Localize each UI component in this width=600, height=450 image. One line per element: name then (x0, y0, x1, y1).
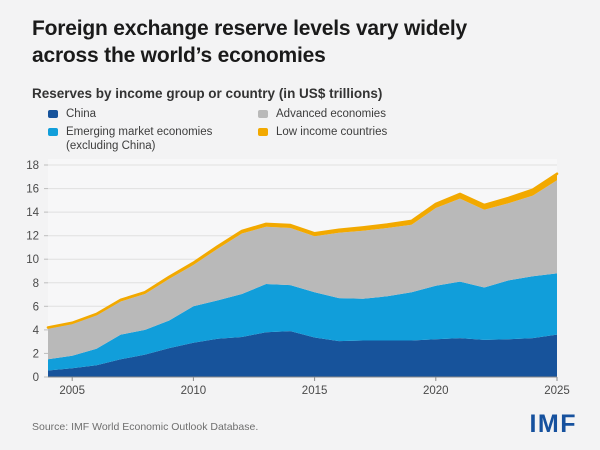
imf-logo: IMF (529, 410, 577, 438)
legend-label: Emerging market economies (excluding Chi… (66, 126, 213, 152)
y-axis-label: 8 (33, 278, 39, 290)
y-axis-label: 6 (33, 301, 39, 313)
source-note: Source: IMF World Economic Outlook Datab… (32, 421, 259, 433)
advanced-swatch-icon (258, 110, 268, 118)
x-axis-label: 2025 (544, 385, 570, 397)
y-axis-label: 0 (33, 372, 39, 384)
area-china (48, 331, 557, 377)
y-axis-label: 12 (26, 231, 39, 243)
y-axis-label: 16 (26, 184, 39, 196)
area-advanced (48, 180, 557, 360)
title-line-1: Foreign exchange reserve levels vary wid… (32, 17, 467, 40)
x-axis-label: 2005 (59, 385, 85, 397)
legend-item-china: China (48, 107, 258, 121)
title-line-2: across the world’s economies (32, 44, 326, 67)
area-emerging-ex-china (48, 273, 557, 371)
legend-item-low-income: Low income countries (258, 125, 387, 139)
y-axis-label: 2 (33, 348, 39, 360)
legend-column-1: China Emerging market economies (excludi… (48, 107, 258, 153)
x-axis-label: 2020 (423, 385, 449, 397)
page-title: Foreign exchange reserve levels vary wid… (32, 15, 584, 69)
chart-subtitle: Reserves by income group or country (in … (32, 86, 383, 101)
legend-item-emerging: Emerging market economies (excluding Chi… (48, 125, 258, 153)
y-axis-label: 14 (26, 207, 39, 219)
y-axis-label: 18 (26, 160, 39, 172)
legend-item-advanced: Advanced economies (258, 107, 387, 121)
legend-label: Advanced economies (276, 108, 386, 120)
legend-column-2: Advanced economies Low income countries (258, 107, 387, 153)
low-income-topline (46, 172, 559, 329)
legend-label: China (66, 108, 97, 120)
low-income-swatch-icon (258, 128, 268, 136)
x-axis-label: 2010 (181, 385, 207, 397)
x-axis-label: 2015 (302, 385, 328, 397)
chart-legend: China Emerging market economies (excludi… (48, 107, 568, 153)
legend-label: Low income countries (276, 126, 388, 138)
china-swatch-icon (48, 110, 58, 118)
y-axis-label: 10 (26, 254, 39, 266)
emerging-swatch-icon (48, 128, 58, 136)
y-axis-label: 4 (33, 325, 40, 337)
